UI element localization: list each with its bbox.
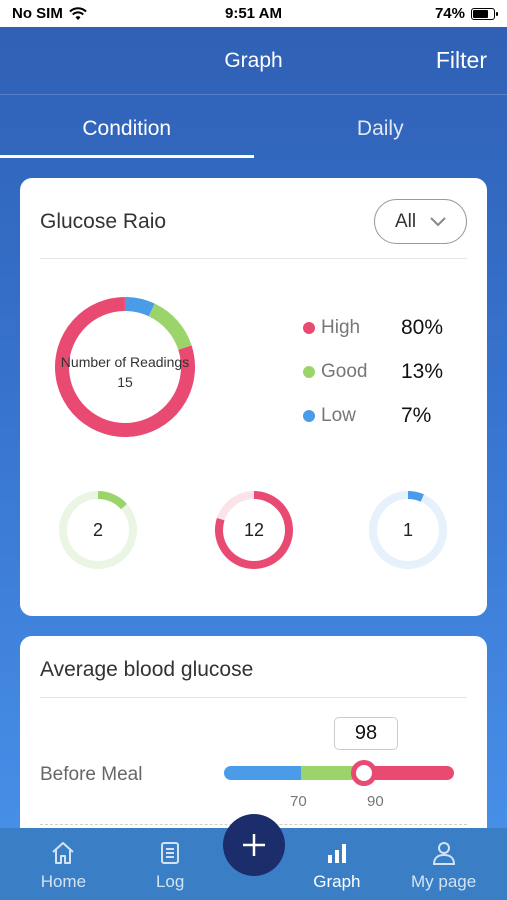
legend-item-low: Low 7% xyxy=(303,394,443,438)
status-right: 74% xyxy=(336,5,498,22)
battery-icon xyxy=(470,7,498,20)
tab-condition[interactable]: Condition xyxy=(0,95,254,158)
log-icon xyxy=(161,842,180,864)
glucose-value-bubble: 98 xyxy=(334,717,398,750)
good-count: 2 xyxy=(92,520,103,540)
status-bar: No SIM 9:51 AM 74% xyxy=(0,0,507,27)
nav-header: Graph Filter xyxy=(0,27,507,95)
tab-graph[interactable]: Graph xyxy=(254,828,381,900)
legend-item-good: Good 13% xyxy=(303,350,443,394)
legend-percent: 80% xyxy=(401,316,444,339)
graph-icon xyxy=(327,844,346,863)
home-icon xyxy=(52,842,75,864)
high-dot-icon xyxy=(303,322,315,334)
chevron-down-icon xyxy=(430,216,446,226)
legend-label: Good xyxy=(321,361,368,382)
donut-slice-high xyxy=(55,297,195,437)
donut-center-label: Number of Readings 15 xyxy=(54,352,196,392)
total-readings-label: Number of Readings xyxy=(60,354,190,370)
tab-label: Graph xyxy=(313,872,361,891)
page-title: Graph xyxy=(224,49,283,72)
divider xyxy=(40,258,467,259)
legend-label: Low xyxy=(321,405,356,426)
donut-slice-good xyxy=(148,303,192,350)
card-title: Average blood glucose xyxy=(40,658,254,681)
divider xyxy=(40,697,467,698)
tab-log[interactable]: Log xyxy=(127,828,254,900)
add-record-button[interactable] xyxy=(223,814,285,876)
donut-progress-arc xyxy=(407,491,424,502)
dropdown-value: All xyxy=(394,210,417,232)
donut-progress-arc xyxy=(215,491,293,569)
plus-icon xyxy=(243,834,265,856)
tab-label: My page xyxy=(411,872,477,891)
total-readings-value: 15 xyxy=(117,374,133,390)
range-thumb xyxy=(351,760,377,786)
tab-label: Home xyxy=(40,872,87,891)
status-time: 9:51 AM xyxy=(225,5,282,22)
legend-label: High xyxy=(321,317,361,338)
tab-home[interactable]: Home xyxy=(0,828,127,900)
donut-progress-arc xyxy=(97,491,127,510)
tab-my-page[interactable]: My page xyxy=(380,828,507,900)
low-count-donut xyxy=(369,491,447,569)
good-dot-icon xyxy=(303,366,315,378)
high-count-donut xyxy=(215,491,293,569)
battery-percent: 74% xyxy=(434,5,465,22)
high-count: 12 xyxy=(243,520,265,540)
legend-percent: 13% xyxy=(401,360,444,383)
low-count: 1 xyxy=(402,520,413,540)
status-left: No SIM xyxy=(12,5,171,22)
battery-fill xyxy=(472,9,488,18)
before-meal-label: Before Meal xyxy=(40,764,143,785)
segment-tabs: Condition Daily xyxy=(0,95,507,158)
range-dropdown[interactable]: All xyxy=(374,199,467,244)
high-threshold-tick: 90 xyxy=(367,793,384,810)
range-low-segment xyxy=(224,766,301,780)
wifi-icon xyxy=(69,6,87,20)
glucose-range-bar xyxy=(224,766,454,780)
good-count-donut xyxy=(59,491,137,569)
tab-daily[interactable]: Daily xyxy=(356,117,404,140)
carrier-label: No SIM xyxy=(12,5,63,22)
tab-label: Log xyxy=(155,872,185,891)
donut-slice-low xyxy=(124,297,155,317)
legend-item-high: High 80% xyxy=(303,306,443,350)
low-dot-icon xyxy=(303,410,315,422)
legend-percent: 7% xyxy=(401,404,432,427)
range-high-segment xyxy=(361,766,454,780)
ratio-legend: High 80% Good 13% Low 7% xyxy=(303,306,443,438)
low-threshold-tick: 70 xyxy=(290,793,307,810)
glucose-ratio-card: Glucose Raio All Number of Readings 15 H… xyxy=(20,178,487,616)
user-icon xyxy=(432,842,455,865)
range-good-segment xyxy=(301,766,361,780)
card-title: Glucose Raio xyxy=(40,210,167,233)
filter-button[interactable]: Filter xyxy=(435,47,487,73)
readings-donut-chart xyxy=(55,297,195,437)
